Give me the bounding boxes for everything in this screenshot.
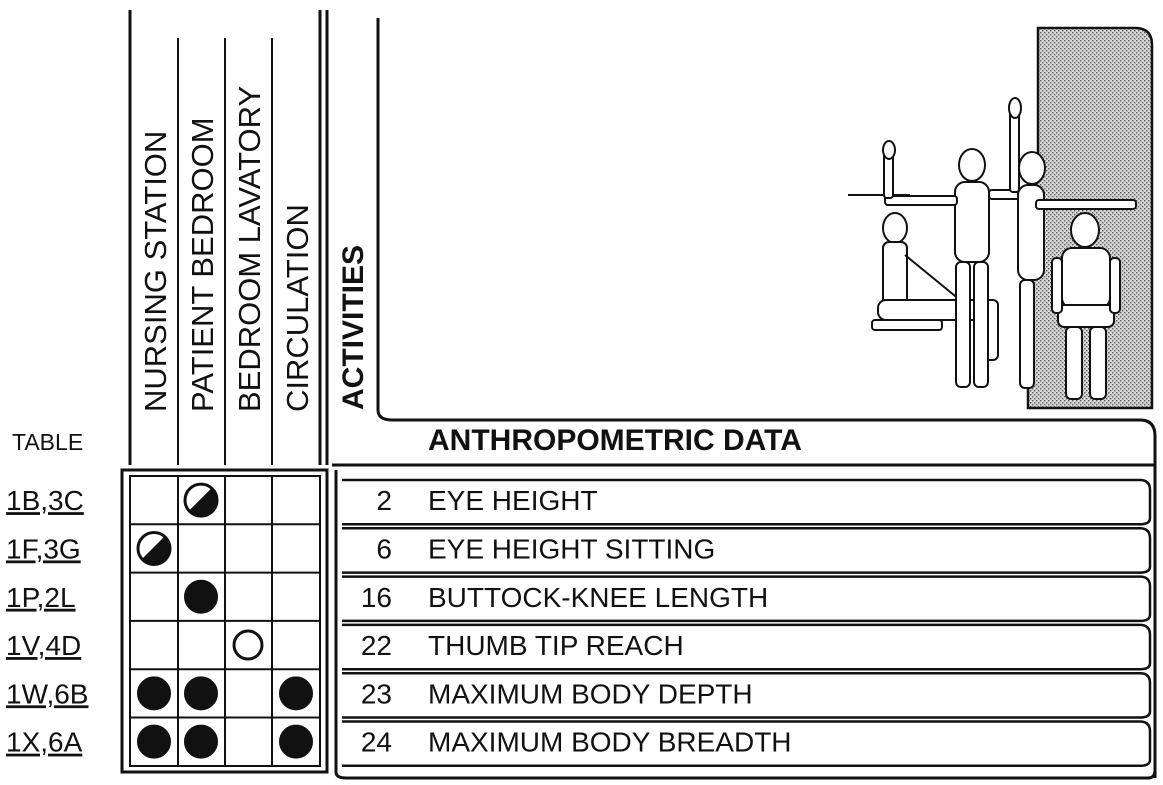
human-figures-icon [848, 26, 1154, 410]
row-table-ref: 1B,3C [6, 485, 84, 516]
table-column-label: TABLE [12, 429, 83, 455]
row-activity-name: MAXIMUM BODY DEPTH [428, 678, 753, 709]
row-table-ref: 1X,6A [6, 727, 83, 758]
full-dot-mark [137, 676, 171, 711]
full-dot-mark [184, 724, 218, 759]
column-header-bedroom-lavatory: BEDROOM LAVATORY [232, 86, 267, 412]
row-activity-number: 22 [361, 630, 392, 661]
column-header-lines [128, 10, 1157, 778]
row-table-ref: 1W,6B [6, 678, 88, 709]
empty-circle-mark [232, 629, 264, 661]
table-row: 1V,4D 22 THUMB TIP REACH [6, 619, 1152, 671]
column-header-circulation: CIRCULATION [280, 204, 315, 412]
half-dot-mark [183, 482, 219, 518]
row-activity-name: EYE HEIGHT SITTING [428, 533, 715, 564]
full-dot-mark [184, 579, 218, 614]
row-frame [342, 720, 1152, 768]
row-activity-number: 16 [361, 582, 392, 613]
row-frame [342, 671, 1152, 719]
row-activity-number: 23 [361, 678, 392, 709]
row-activity-name: EYE HEIGHT [428, 485, 598, 516]
table-row: 1P,2L 16 BUTTOCK-KNEE LENGTH [6, 571, 1152, 623]
half-dot-mark [136, 530, 172, 566]
row-frame [342, 527, 1152, 574]
section-title: ANTHROPOMETRIC DATA [428, 424, 802, 457]
row-activity-number: 6 [376, 533, 392, 564]
row-frame [342, 623, 1152, 671]
row-activity-number: 24 [361, 727, 392, 758]
row-table-ref: 1P,2L [6, 582, 76, 613]
full-dot-mark [279, 724, 313, 759]
row-activity-name: BUTTOCK-KNEE LENGTH [428, 582, 768, 613]
full-dot-mark [279, 676, 313, 711]
back-figure-icon [1051, 212, 1121, 400]
data-rows: 1B,3C 2 EYE HEIGHT 1F,3G 6 EYE HEIGHT SITTING… [6, 478, 1152, 768]
table-row: 1F,3G 6 EYE HEIGHT SITTING [6, 523, 1152, 574]
row-activity-number: 2 [376, 485, 392, 516]
full-dot-mark [184, 676, 218, 711]
activity-rows-frame [332, 463, 1157, 780]
table-row: 1W,6B 23 MAXIMUM BODY DEPTH [6, 668, 1152, 719]
row-activity-name: MAXIMUM BODY BREADTH [428, 727, 792, 758]
row-table-ref: 1F,3G [6, 533, 81, 564]
column-header-nursing-station: NURSING STATION [138, 131, 173, 412]
activities-label: ACTIVITIES [337, 245, 370, 410]
row-frame [342, 478, 1152, 526]
table-row: 1X,6A 24 MAXIMUM BODY BREADTH [6, 716, 1152, 768]
column-headers: NURSING STATION PATIENT BEDROOM BEDROOM … [138, 86, 370, 412]
column-header-patient-bedroom: PATIENT BEDROOM [185, 117, 220, 412]
profile-figure-icon [1008, 97, 1137, 389]
row-activity-name: THUMB TIP REACH [428, 630, 684, 661]
table-row: 1B,3C 2 EYE HEIGHT [6, 478, 1152, 526]
row-table-ref: 1V,4D [6, 630, 81, 661]
row-frame [342, 575, 1152, 623]
full-dot-mark [137, 724, 171, 759]
